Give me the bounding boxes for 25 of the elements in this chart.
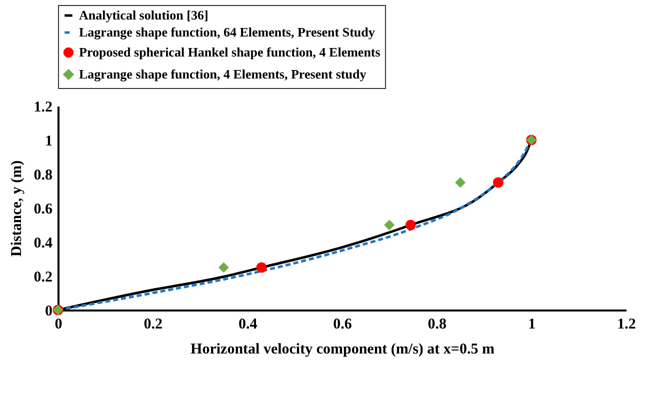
legend-label: Proposed spherical Hankel shape function, 4 Elements [79, 44, 380, 60]
x-tick-label: 1 [528, 316, 536, 332]
x-tick-label: 0.8 [428, 316, 447, 332]
x-tick-label: 0.2 [144, 316, 163, 332]
x-tick-label: 0.6 [333, 316, 352, 332]
y-tick-label: 0.4 [34, 236, 53, 252]
point [218, 262, 229, 273]
y-tick-label: 1 [45, 134, 52, 150]
x-tick-label: 1.2 [617, 316, 636, 332]
y-tick-label: 0 [45, 304, 52, 320]
y-axis-title: Distance, y (m) [8, 160, 25, 257]
legend-label: Lagrange shape function, 64 Elements, Present Study [79, 24, 376, 40]
legend-label: Lagrange shape function, 4 Elements, Present study [79, 66, 367, 82]
point [405, 220, 416, 230]
point [256, 262, 267, 273]
point [492, 177, 504, 188]
point [384, 220, 395, 230]
y-tick-label: 0.2 [34, 270, 52, 286]
y-tick-label: 0.6 [34, 202, 53, 218]
x-tick-label: 0.4 [238, 316, 258, 332]
y-tick-label: 1.2 [34, 100, 52, 116]
point [455, 177, 466, 188]
x-axis-title: Horizontal velocity component (m/s) at x=0.5 m [190, 342, 495, 358]
y-tick-label: 0.8 [34, 168, 52, 184]
legend-label: Analytical solution [36] [79, 8, 208, 22]
